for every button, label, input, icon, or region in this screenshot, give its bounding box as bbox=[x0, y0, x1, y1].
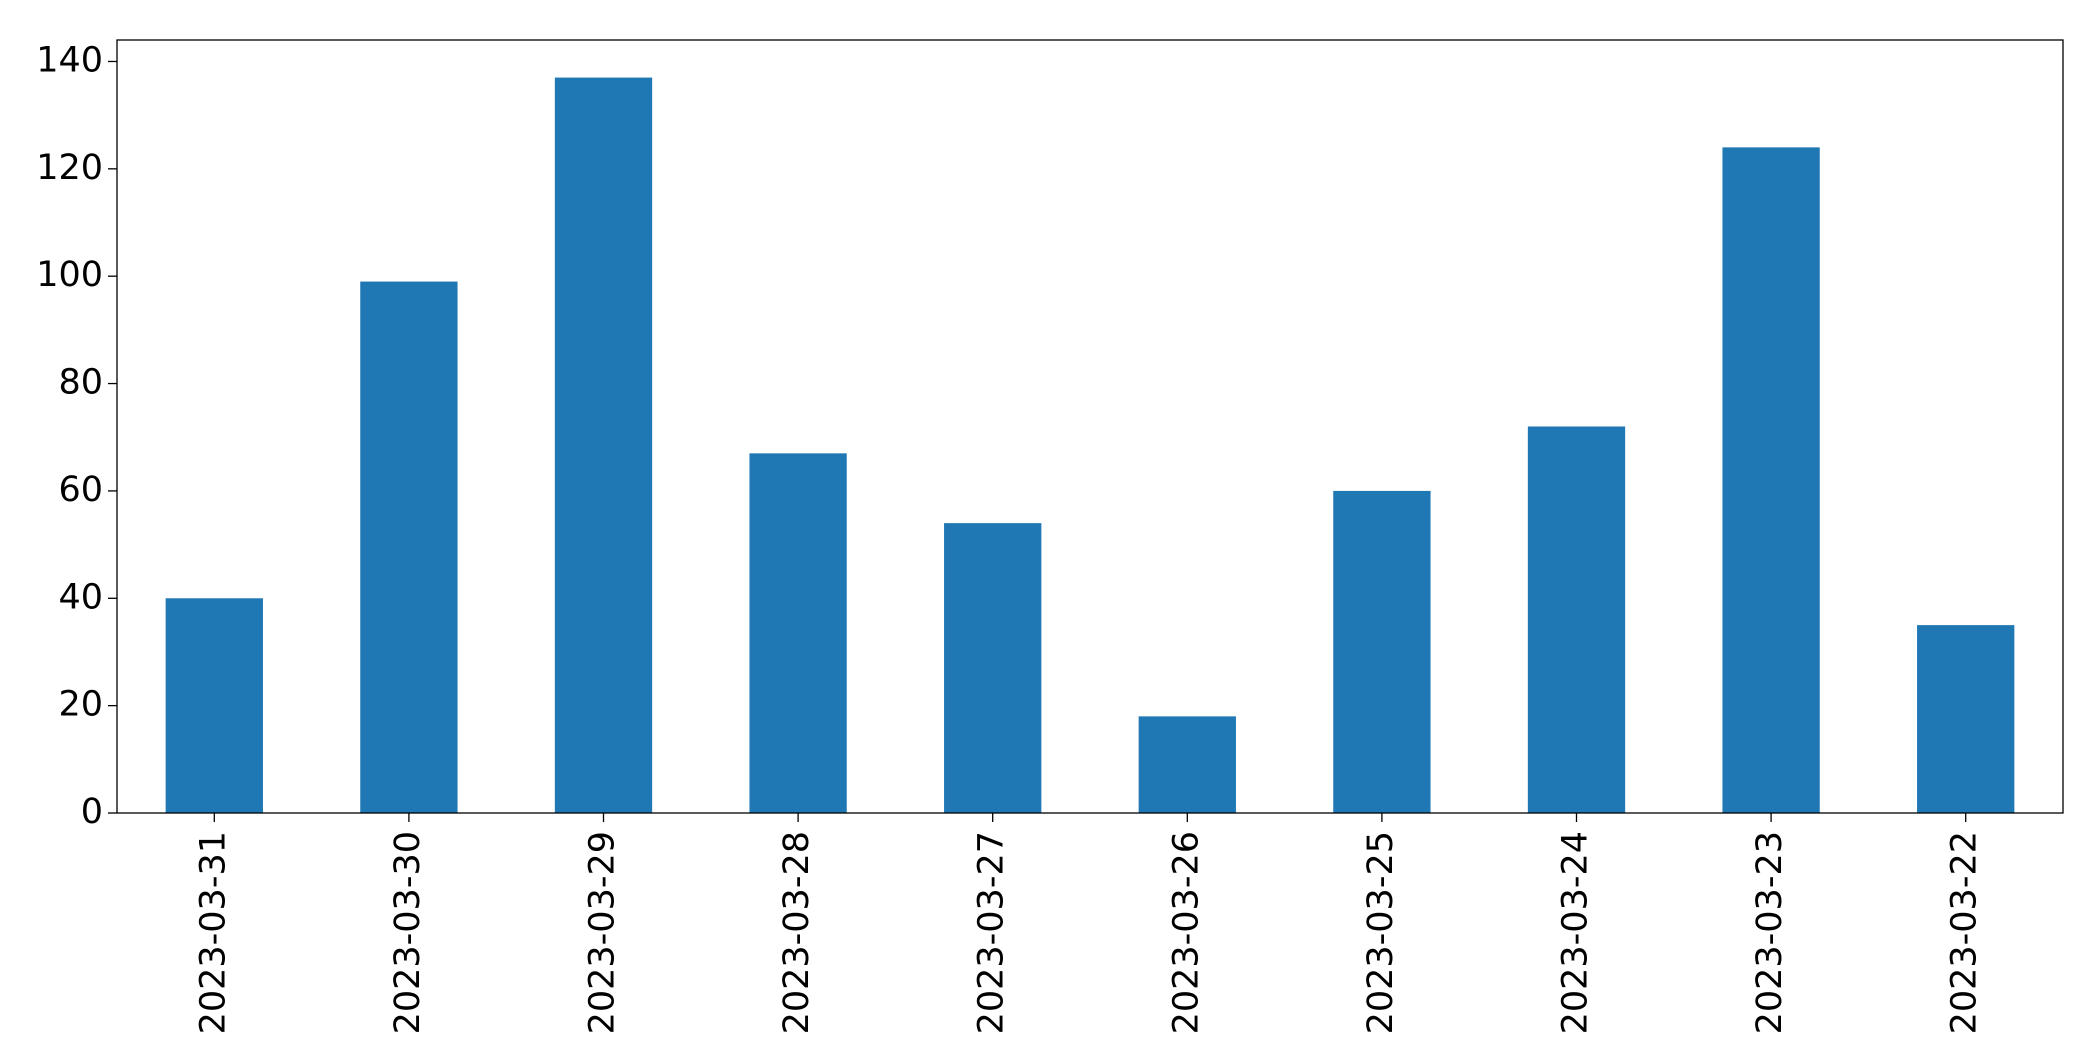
x-tick-label: 2023-03-23 bbox=[1750, 831, 1790, 1034]
x-tick-label: 2023-03-27 bbox=[972, 831, 1012, 1034]
y-tick-label: 120 bbox=[36, 148, 103, 188]
bar bbox=[1333, 490, 1431, 813]
y-tick-label: 140 bbox=[36, 40, 103, 80]
x-tick-label: 2023-03-26 bbox=[1166, 831, 1206, 1034]
bar bbox=[554, 77, 653, 813]
y-tick-label: 80 bbox=[58, 363, 103, 403]
y-tick-label: 100 bbox=[36, 255, 103, 295]
bar bbox=[749, 453, 847, 813]
bar bbox=[1722, 147, 1820, 814]
x-tick-label: 2023-03-30 bbox=[388, 831, 428, 1034]
bar bbox=[944, 523, 1042, 813]
x-tick-label: 2023-03-28 bbox=[777, 831, 817, 1034]
bar bbox=[1917, 625, 2015, 813]
y-tick-label: 20 bbox=[58, 685, 103, 725]
bar bbox=[1138, 716, 1236, 813]
bar bbox=[360, 281, 458, 813]
bar bbox=[1527, 426, 1626, 813]
x-tick-label: 2023-03-24 bbox=[1556, 831, 1596, 1034]
x-tick-label: 2023-03-22 bbox=[1945, 831, 1985, 1034]
x-tick-label: 2023-03-25 bbox=[1361, 831, 1401, 1034]
plot-frame bbox=[116, 39, 2064, 814]
y-tick-label: 60 bbox=[58, 470, 103, 510]
y-tick-label: 0 bbox=[81, 792, 103, 832]
y-tick-label: 40 bbox=[58, 577, 103, 617]
bar bbox=[165, 598, 263, 813]
x-tick-label: 2023-03-31 bbox=[193, 831, 233, 1034]
x-tick-label: 2023-03-29 bbox=[583, 831, 623, 1034]
